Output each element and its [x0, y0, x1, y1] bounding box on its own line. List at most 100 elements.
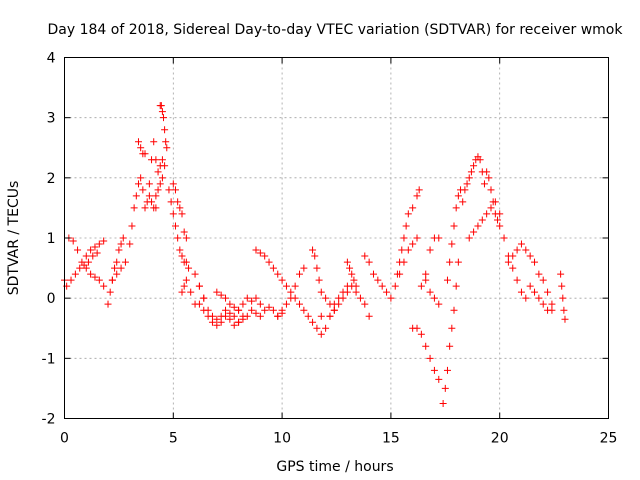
data-point — [476, 156, 484, 164]
series-arc-25 — [361, 252, 395, 302]
data-point — [463, 180, 471, 188]
data-point — [398, 246, 406, 254]
data-point — [443, 366, 451, 374]
data-point — [352, 282, 360, 290]
data-point — [235, 318, 243, 326]
data-point — [339, 294, 347, 302]
data-point — [95, 276, 103, 284]
data-point — [278, 306, 286, 314]
data-point — [446, 258, 454, 266]
data-point — [195, 300, 203, 308]
series-arc-06 — [126, 174, 160, 248]
data-point — [426, 354, 434, 362]
data-point — [161, 162, 169, 170]
data-point — [243, 312, 251, 320]
data-point — [557, 270, 565, 278]
x-tick-label: 10 — [273, 431, 291, 447]
data-point — [480, 180, 488, 188]
data-point — [171, 186, 179, 194]
data-point — [274, 312, 282, 320]
data-point — [470, 228, 478, 236]
y-tick-label: 0 — [47, 291, 56, 307]
series-arc-27 — [396, 234, 421, 278]
data-point — [452, 204, 460, 212]
data-point — [76, 264, 84, 272]
series-arc-31 — [439, 258, 462, 407]
data-point — [317, 330, 325, 338]
data-point — [137, 144, 145, 152]
series-arc-30 — [422, 276, 443, 308]
data-point — [104, 300, 112, 308]
data-point — [239, 300, 247, 308]
data-point — [89, 252, 97, 260]
data-point — [483, 168, 491, 176]
data-point — [522, 246, 530, 254]
data-point — [178, 288, 186, 296]
x-tick-label: 20 — [491, 431, 509, 447]
data-point — [141, 204, 149, 212]
data-point — [441, 384, 449, 392]
data-point — [167, 198, 175, 206]
data-point — [213, 321, 221, 329]
data-point — [402, 222, 410, 230]
data-point — [252, 246, 260, 254]
data-point — [152, 156, 160, 164]
data-point — [348, 270, 356, 278]
data-point — [87, 270, 95, 278]
data-point — [461, 186, 469, 194]
data-point — [391, 282, 399, 290]
series-arc-35 — [483, 168, 504, 230]
data-point — [278, 276, 286, 284]
data-point — [171, 222, 179, 230]
data-point — [322, 294, 330, 302]
y-tick-label: -2 — [42, 412, 56, 428]
data-point — [282, 300, 290, 308]
data-point — [415, 186, 423, 194]
series-arc-02 — [63, 249, 101, 290]
data-point — [252, 309, 260, 317]
data-point — [400, 234, 408, 242]
data-point — [84, 258, 92, 266]
data-point — [467, 168, 475, 176]
data-point — [158, 156, 166, 164]
series-arc-36 — [500, 234, 530, 302]
data-point — [291, 282, 299, 290]
data-point — [100, 237, 108, 245]
series-arc-23 — [326, 282, 373, 320]
data-point — [409, 240, 417, 248]
data-point — [422, 270, 430, 278]
data-point — [404, 246, 412, 254]
data-point — [256, 312, 264, 320]
series-arc-24 — [343, 258, 360, 290]
data-point — [256, 249, 264, 257]
data-point — [230, 303, 238, 311]
data-point — [474, 222, 482, 230]
x-tick-label: 25 — [600, 431, 618, 447]
data-point — [222, 312, 230, 320]
data-point — [300, 306, 308, 314]
data-point — [160, 114, 168, 122]
data-point — [535, 270, 543, 278]
data-point — [195, 282, 203, 290]
data-point — [265, 303, 273, 311]
y-tick-label: 2 — [47, 171, 56, 187]
data-point — [134, 138, 142, 146]
data-point — [291, 294, 299, 302]
data-point — [274, 270, 282, 278]
data-point — [478, 216, 486, 224]
data-point — [119, 234, 127, 242]
series-arc-29 — [417, 234, 443, 290]
data-point — [548, 300, 556, 308]
data-point — [309, 318, 317, 326]
data-point — [404, 210, 412, 218]
data-point — [161, 126, 169, 134]
data-point — [139, 186, 147, 194]
data-point — [361, 252, 369, 260]
data-point — [248, 306, 256, 314]
data-point — [82, 252, 90, 260]
data-point — [509, 264, 517, 272]
data-point — [448, 240, 456, 248]
data-point — [317, 288, 325, 296]
data-point — [330, 306, 338, 314]
series-arc-04 — [104, 234, 127, 308]
